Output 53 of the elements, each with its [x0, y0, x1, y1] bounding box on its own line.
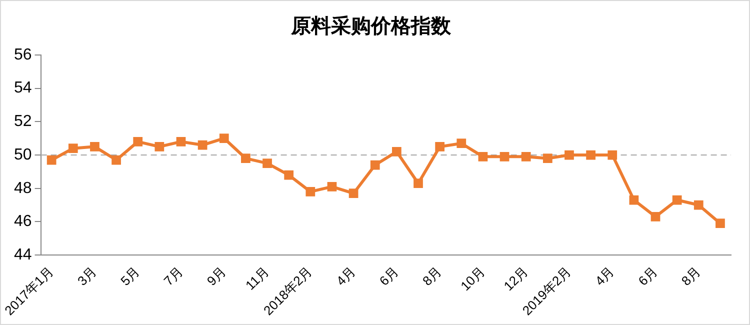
point	[456, 138, 466, 148]
point	[133, 136, 143, 146]
point	[650, 212, 660, 222]
point	[90, 142, 100, 152]
y-tick-label: 52	[14, 113, 32, 130]
x-tick-label: 4月	[333, 264, 358, 288]
point	[370, 160, 380, 170]
point	[564, 150, 574, 160]
point	[608, 150, 618, 160]
point	[716, 218, 725, 228]
x-tick-label: 8月	[678, 264, 704, 288]
point	[521, 152, 531, 162]
point	[154, 142, 164, 152]
x-tick-label: 6月	[376, 264, 402, 288]
point	[198, 140, 208, 150]
x-tick-label: 12月	[500, 264, 531, 294]
point	[348, 188, 358, 198]
point	[694, 200, 704, 210]
y-tick-label: 50	[14, 146, 32, 164]
x-tick-label: 3月	[74, 264, 100, 288]
point	[327, 182, 337, 192]
chart-title: 原料采购价格指数	[290, 14, 452, 38]
x-tick-label: 6月	[635, 264, 660, 288]
y-tick-label: 56	[14, 46, 32, 64]
point	[414, 178, 423, 188]
point	[46, 155, 56, 165]
x-tick-label: 10月	[458, 264, 488, 294]
point	[478, 152, 488, 162]
point	[629, 195, 639, 205]
point	[112, 155, 121, 165]
point	[68, 144, 78, 154]
point	[284, 170, 294, 180]
point	[241, 154, 250, 164]
x-tick-label: 4月	[592, 264, 618, 288]
y-tick-label: 44	[14, 246, 32, 264]
point	[586, 150, 596, 160]
point	[262, 158, 272, 168]
y-tick-label: 48	[14, 180, 32, 197]
point	[392, 146, 402, 156]
point	[500, 152, 510, 162]
point	[219, 134, 229, 144]
x-tick-label: 9月	[204, 264, 229, 288]
y-tick-label: 54	[14, 80, 32, 97]
y-tick-label: 46	[14, 213, 32, 230]
x-tick-label: 5月	[118, 264, 143, 288]
point	[542, 154, 552, 164]
point	[672, 195, 682, 205]
point	[176, 136, 186, 146]
point	[306, 187, 316, 196]
x-tick-label: 11月	[242, 264, 272, 293]
x-tick-label: 7月	[160, 264, 186, 288]
point	[435, 142, 445, 152]
x-tick-label: 8月	[420, 264, 444, 288]
